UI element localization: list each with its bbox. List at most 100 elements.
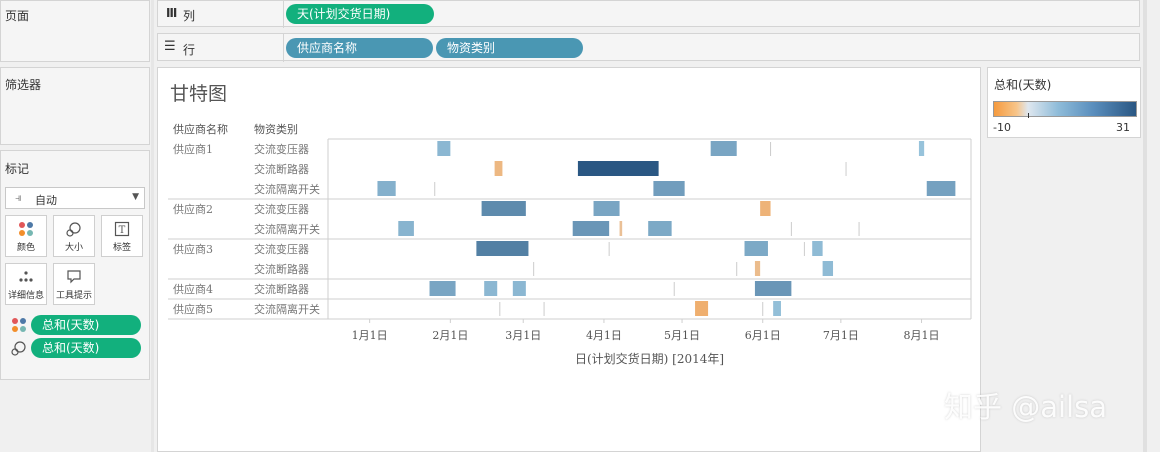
category-label: 交流隔离开关 (254, 302, 320, 316)
size-button-label: 大小 (64, 243, 83, 253)
left-panel-divider (151, 0, 154, 452)
row-header-category: 物资类别 (254, 122, 298, 136)
category-label: 交流隔离开关 (254, 222, 320, 236)
pages-card: 页面 (0, 0, 150, 62)
gantt-bar (754, 261, 761, 276)
gantt-bar (429, 281, 456, 296)
columns-shelf: Ⅲ 列 天(计划交货日期) (157, 0, 1140, 28)
supplier-label: 供应商5 (173, 302, 213, 316)
label-button[interactable]: T 标签 (101, 215, 143, 257)
detail-icon (6, 269, 46, 289)
size-field-icon (11, 340, 27, 359)
tooltip-button[interactable]: 工具提示 (53, 263, 95, 305)
gantt-bar (773, 301, 781, 316)
supplier-label: 供应商1 (173, 142, 213, 156)
size-field-pill[interactable]: 总和(天数) (31, 338, 141, 358)
gantt-bar (484, 281, 498, 296)
gantt-bar (926, 181, 956, 196)
gantt-bar (648, 221, 672, 236)
rows-shelf: ☰ 行 供应商名称 物资类别 (157, 33, 1140, 62)
columns-icon: Ⅲ (166, 6, 178, 20)
gantt-bar (572, 221, 610, 236)
text-label-icon: T (102, 221, 142, 241)
svg-text:T: T (119, 225, 126, 236)
gantt-bar (619, 221, 623, 236)
rows-pill-category[interactable]: 物资类别 (436, 38, 583, 58)
color-button-label: 颜色 (16, 243, 35, 253)
gantt-bar (377, 181, 396, 196)
gantt-bar (494, 161, 503, 176)
gantt-bar (653, 181, 685, 196)
gantt-bar (822, 261, 834, 276)
rows-pill-supplier[interactable]: 供应商名称 (286, 38, 433, 58)
category-label: 交流断路器 (254, 262, 309, 276)
color-button[interactable]: 颜色 (5, 215, 47, 257)
x-tick-label: 3月1日 (505, 329, 541, 342)
marks-title: 标记 (5, 162, 30, 176)
x-tick-label: 6月1日 (745, 329, 781, 342)
detail-button-label: 详细信息 (7, 291, 44, 301)
filters-title: 筛选器 (5, 78, 42, 92)
category-label: 交流隔离开关 (254, 182, 320, 196)
view-canvas: 甘特图 供应商名称 物资类别 供应商1 交流变压器 交流断路器 交流隔离开关 供应商2 交流变压… (157, 67, 981, 452)
chevron-down-icon: ▼ (132, 192, 139, 202)
detail-button[interactable]: 详细信息 (5, 263, 47, 305)
gantt-bar (577, 161, 659, 176)
watermark: 知乎 @ailsa (944, 390, 1107, 424)
x-axis-title: 日(计划交货日期) [2014年] (575, 351, 724, 366)
gantt-bar (593, 201, 620, 216)
chart-title: 甘特图 (170, 83, 227, 105)
legend-min-label: -10 (993, 121, 1011, 134)
gantt-bar (695, 301, 709, 316)
supplier-label: 供应商4 (173, 282, 213, 296)
rows-icon: ☰ (164, 39, 176, 54)
legend-max-label: 31 (1116, 121, 1130, 134)
gantt-bar (754, 281, 792, 296)
category-label: 交流变压器 (254, 242, 309, 256)
gantt-bar (710, 141, 737, 156)
gantt-bar (744, 241, 768, 256)
gantt-bar (476, 241, 529, 256)
size-button[interactable]: 大小 (53, 215, 95, 257)
tooltip-button-label: 工具提示 (55, 291, 92, 301)
x-tick-label: 8月1日 (904, 329, 940, 342)
supplier-label: 供应商2 (173, 202, 213, 216)
rows-label: 行 (183, 43, 196, 57)
size-icon (54, 221, 94, 241)
x-tick-label: 1月1日 (352, 329, 388, 342)
legend-gradient (993, 101, 1137, 117)
columns-pill-date[interactable]: 天(计划交货日期) (286, 4, 434, 24)
mark-type-dropdown[interactable]: ⫣ 自动 ▼ (5, 187, 145, 209)
color-legend: 总和(天数) -10 31 (987, 67, 1141, 138)
supplier-label: 供应商3 (173, 242, 213, 256)
category-label: 交流变压器 (254, 142, 309, 156)
columns-label: 列 (183, 9, 196, 23)
x-tick-label: 7月1日 (823, 329, 859, 342)
gantt-bar (812, 241, 823, 256)
legend-zero-tick (1028, 113, 1029, 118)
gantt-bar (398, 221, 414, 236)
mark-type-label: 自动 (35, 194, 57, 207)
x-tick-label: 5月1日 (664, 329, 700, 342)
gantt-bar (481, 201, 526, 216)
gantt-bar (760, 201, 771, 216)
x-tick-label: 2月1日 (432, 329, 468, 342)
category-label: 交流断路器 (254, 162, 309, 176)
color-field-icon (11, 317, 27, 336)
filters-card[interactable]: 筛选器 (0, 67, 150, 145)
row-header-supplier: 供应商名称 (173, 122, 228, 136)
category-label: 交流断路器 (254, 282, 309, 296)
label-button-label: 标签 (112, 243, 131, 253)
category-label: 交流变压器 (254, 202, 309, 216)
right-panel-divider (1143, 0, 1147, 452)
columns-drop-area[interactable] (283, 1, 284, 28)
tooltip-icon (54, 269, 94, 289)
gantt-bar (437, 141, 451, 156)
gantt-bar (512, 281, 526, 296)
rows-drop-area[interactable] (283, 34, 284, 62)
legend-title: 总和(天数) (994, 78, 1052, 92)
color-field-pill[interactable]: 总和(天数) (31, 315, 141, 335)
x-tick-label: 4月1日 (586, 329, 622, 342)
mark-type-icon: ⫣ (15, 191, 22, 204)
